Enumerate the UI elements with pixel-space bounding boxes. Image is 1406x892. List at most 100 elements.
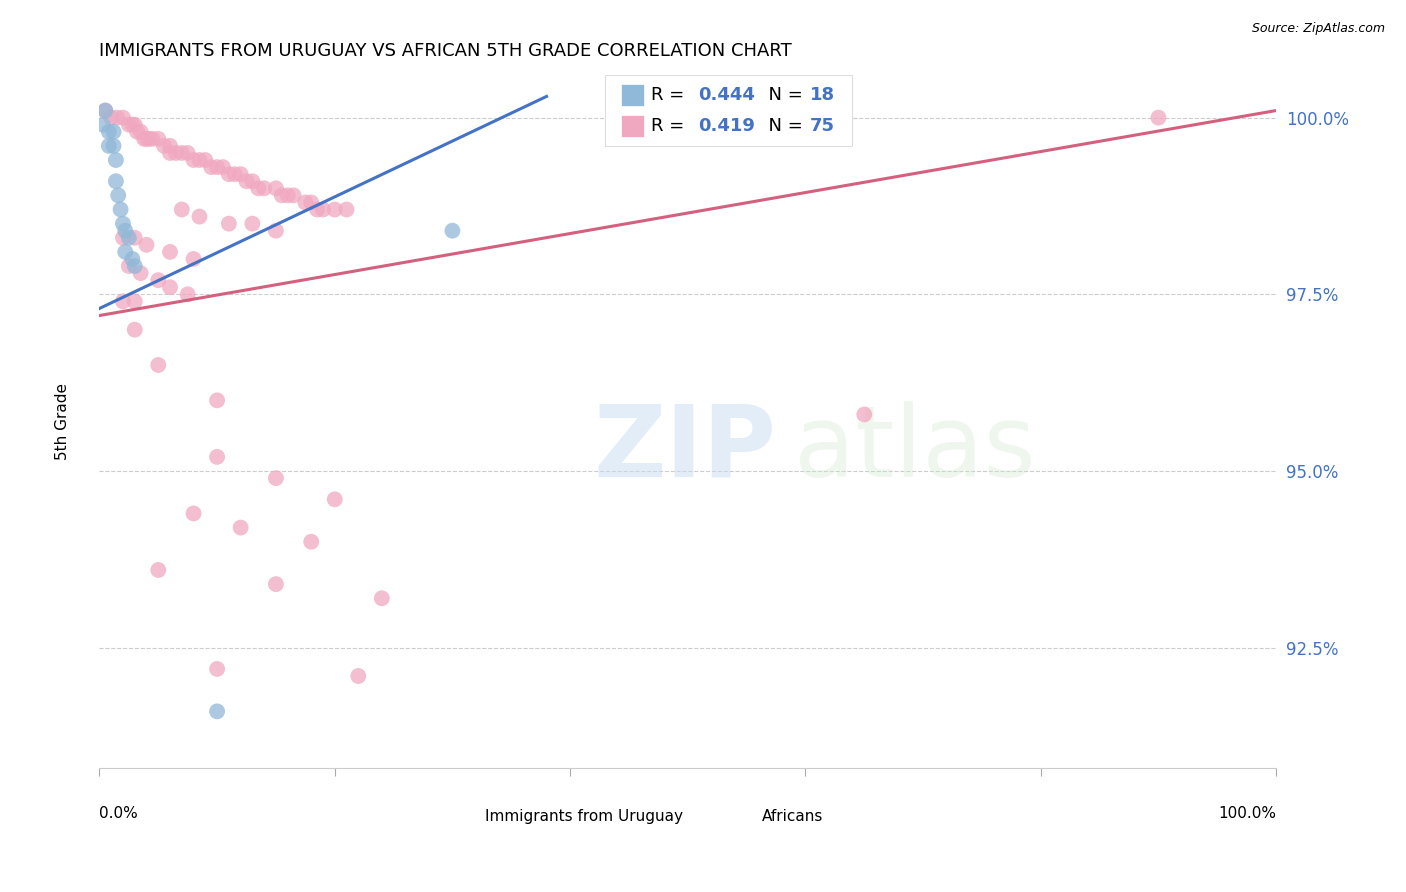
Text: N =: N = [758,117,808,135]
FancyBboxPatch shape [620,84,644,106]
Point [170,145,193,160]
Point [148,132,170,146]
Point [176,145,198,160]
Point [148,563,170,577]
Point [104,174,127,188]
Text: R =: R = [651,117,690,135]
Point [205,160,228,174]
Point [124,259,146,273]
FancyBboxPatch shape [606,75,852,146]
FancyBboxPatch shape [453,809,478,824]
Point [229,167,252,181]
Point [183,153,205,167]
Point [121,252,143,266]
Point [107,188,129,202]
Point [371,591,394,606]
Point [224,167,246,181]
Point [1147,111,1170,125]
Text: 0.444: 0.444 [699,87,755,104]
Point [853,408,876,422]
Point [247,181,270,195]
Point [148,358,170,372]
Point [159,244,181,259]
Text: 0.0%: 0.0% [100,806,138,821]
FancyBboxPatch shape [620,115,644,136]
Point [129,266,152,280]
Text: Source: ZipAtlas.com: Source: ZipAtlas.com [1251,22,1385,36]
Point [229,520,252,534]
Point [100,111,122,125]
Point [121,118,143,132]
Point [103,125,125,139]
Point [200,160,222,174]
Point [153,139,176,153]
Point [124,323,146,337]
Text: Africans: Africans [762,809,824,824]
FancyBboxPatch shape [728,809,755,824]
Point [312,202,335,217]
Point [218,217,240,231]
Point [124,294,146,309]
Point [135,237,157,252]
Point [235,174,257,188]
Point [165,145,187,160]
Text: R =: R = [651,87,690,104]
Point [159,145,181,160]
Point [103,139,125,153]
Point [138,132,160,146]
Point [111,217,134,231]
Point [176,287,198,301]
Text: 75: 75 [810,117,835,135]
Text: ZIP: ZIP [593,401,776,498]
Point [264,224,287,238]
Point [264,577,287,591]
Point [242,174,264,188]
Point [94,103,117,118]
Point [91,118,114,132]
Text: IMMIGRANTS FROM URUGUAY VS AFRICAN 5TH GRADE CORRELATION CHART: IMMIGRANTS FROM URUGUAY VS AFRICAN 5TH G… [100,42,792,60]
Point [323,492,346,507]
Point [441,224,464,238]
Point [205,393,228,408]
Point [218,167,240,181]
Point [159,139,181,153]
Point [124,118,146,132]
Point [307,202,329,217]
Point [94,103,117,118]
Text: 0.419: 0.419 [699,117,755,135]
Point [97,139,120,153]
Point [125,125,148,139]
Point [124,231,146,245]
Point [111,294,134,309]
Point [170,202,193,217]
Text: Immigrants from Uruguay: Immigrants from Uruguay [485,809,683,824]
Point [253,181,276,195]
Text: N =: N = [758,87,808,104]
Point [294,195,316,210]
Point [242,217,264,231]
Point [188,153,211,167]
Point [205,450,228,464]
Point [299,534,322,549]
Point [104,153,127,167]
Text: 18: 18 [810,87,835,104]
Y-axis label: 5th Grade: 5th Grade [55,383,70,460]
Point [111,111,134,125]
Point [134,132,156,146]
Point [188,210,211,224]
Point [118,259,141,273]
Point [97,125,120,139]
Point [141,132,163,146]
Point [183,252,205,266]
Point [270,188,292,202]
Point [323,202,346,217]
Text: 100.0%: 100.0% [1218,806,1277,821]
Point [264,181,287,195]
Point [114,244,136,259]
Point [335,202,357,217]
Point [347,669,370,683]
Point [135,132,157,146]
Point [105,111,128,125]
Point [129,125,152,139]
Point [111,231,134,245]
